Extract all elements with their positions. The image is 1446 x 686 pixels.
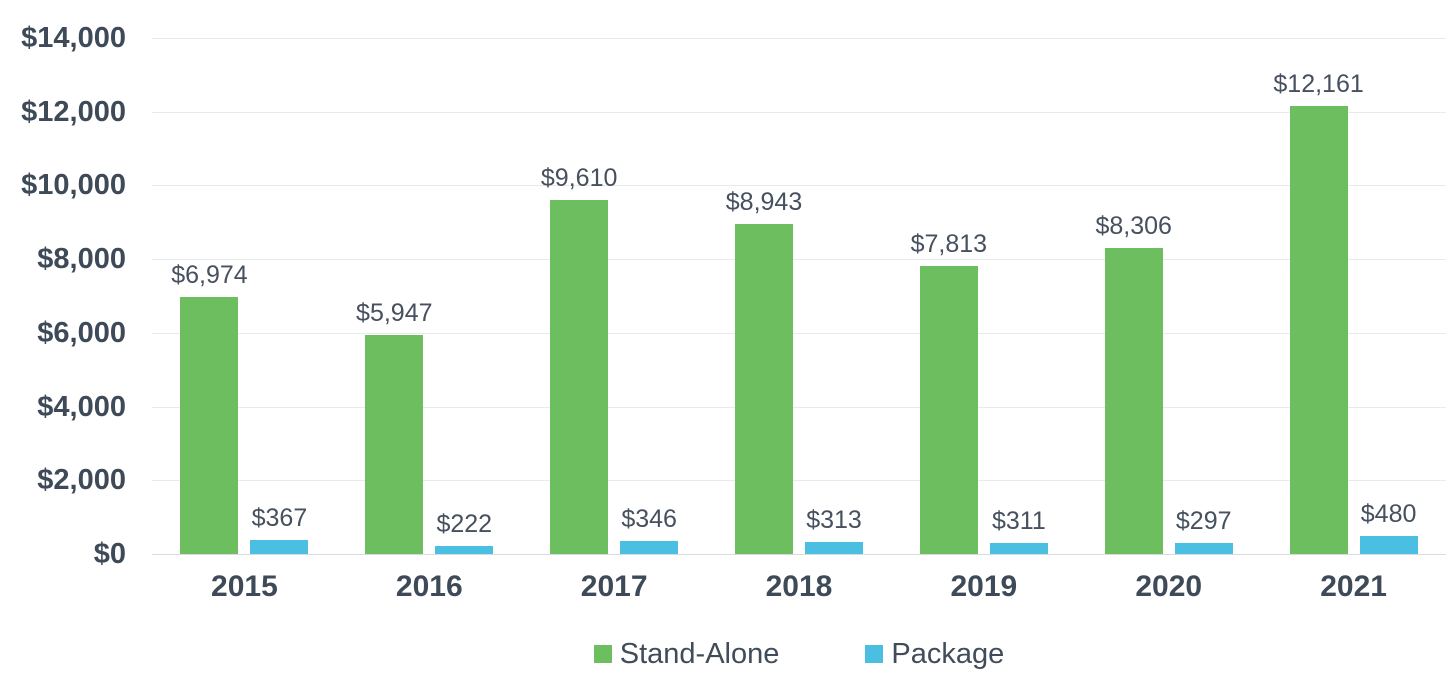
bar-value-label: $5,947 [356, 298, 433, 327]
bar-value-label: $480 [1360, 500, 1417, 529]
y-axis-tick-label: $0 [93, 538, 126, 570]
category-group: $12,161 $480 [1261, 38, 1446, 554]
bar-wrap-package: $311 [989, 38, 1048, 554]
category-group: $8,306 $297 [1076, 38, 1261, 554]
bar-value-label: $7,813 [910, 230, 988, 259]
x-axis-labels: 2015 2016 2017 2018 2019 2020 2021 [152, 568, 1446, 606]
gridline [152, 406, 1446, 408]
x-axis-label: 2015 [211, 570, 278, 603]
bar-package [250, 540, 309, 554]
bar-wrap-package: $297 [1174, 38, 1233, 554]
bar-wrap-package: $346 [620, 38, 679, 554]
bar-value-label: $8,306 [1095, 211, 1172, 240]
x-axis-label: 2020 [1135, 570, 1203, 603]
y-axis-tick-label: $12,000 [21, 95, 126, 128]
bar-package [805, 542, 863, 554]
bar-wrap-stand-alone: $9,610 [541, 38, 617, 554]
y-axis-tick-label: $10,000 [21, 169, 126, 202]
legend-label: Stand-Alone [619, 638, 780, 670]
bar-package [620, 541, 679, 554]
legend-label: Package [891, 638, 1005, 670]
category-group: $9,610 $346 [522, 38, 707, 554]
bar-stand-alone [735, 224, 793, 554]
category-group: $8,943 $313 [707, 38, 892, 554]
bar-stand-alone [919, 266, 978, 554]
legend: Stand-Alone Package [152, 634, 1446, 674]
bar-value-label: $9,610 [540, 163, 618, 192]
category-group: $7,813 $311 [891, 38, 1076, 554]
gridline [152, 332, 1446, 334]
bar-stand-alone [550, 199, 609, 554]
bar-wrap-package: $222 [435, 38, 494, 554]
bar-wrap-stand-alone: $6,974 [171, 38, 248, 554]
bar-value-label: $222 [436, 509, 493, 538]
legend-swatch-package [865, 645, 884, 663]
bar-value-label: $6,974 [171, 260, 248, 289]
legend-item-package: Package [865, 636, 1004, 672]
legend-swatch-stand-alone [593, 645, 612, 663]
plot-area: $6,974 $367 $5,947 $222 $9,610 $346 $8,943 $313… [152, 38, 1446, 555]
x-axis-label: 2019 [950, 570, 1018, 603]
x-axis-label: 2018 [765, 570, 833, 603]
bar-package [989, 542, 1048, 554]
bar-wrap-stand-alone: $8,306 [1095, 38, 1172, 554]
bar-value-label: $313 [806, 506, 862, 535]
legend-item-stand-alone: Stand-Alone [593, 636, 780, 672]
bar-package [1359, 536, 1418, 554]
gridline [152, 259, 1446, 261]
y-axis-tick-label: $14,000 [21, 22, 126, 54]
gridline [152, 480, 1446, 482]
bar-wrap-stand-alone: $8,943 [726, 38, 802, 554]
x-axis-label: 2021 [1320, 570, 1387, 603]
category-group: $5,947 $222 [337, 38, 522, 554]
bar-stand-alone [1104, 247, 1163, 554]
bar-value-label: $367 [251, 504, 308, 533]
y-axis-tick-label: $6,000 [37, 316, 126, 349]
y-axis-tick-label: $8,000 [37, 243, 126, 276]
y-axis-tick-label: $4,000 [37, 390, 126, 423]
bars-row: $6,974 $367 $5,947 $222 $9,610 $346 $8,943 $313… [152, 38, 1446, 554]
bar-wrap-package: $367 [250, 38, 309, 554]
y-axis-tick-label: $2,000 [37, 464, 126, 497]
bar-package [435, 545, 494, 554]
bar-stand-alone [365, 334, 424, 554]
bar-wrap-package: $480 [1359, 38, 1418, 554]
bar-value-label: $346 [621, 505, 677, 534]
bar-stand-alone [1289, 105, 1348, 554]
gridline [152, 38, 1446, 39]
bar-wrap-stand-alone: $7,813 [911, 38, 987, 554]
x-axis-label: 2016 [395, 570, 463, 603]
bar-value-label: $8,943 [725, 188, 803, 217]
x-axis-label: 2017 [580, 570, 648, 603]
bar-package [1174, 543, 1233, 554]
bar-value-label: $311 [991, 506, 1046, 535]
bar-value-label: $297 [1175, 507, 1232, 536]
gridline [152, 185, 1446, 187]
bar-wrap-stand-alone: $5,947 [356, 38, 433, 554]
bar-stand-alone [180, 296, 239, 554]
bar-wrap-stand-alone: $12,161 [1273, 38, 1364, 554]
x-axis-line [152, 554, 1446, 555]
bar-wrap-package: $313 [805, 38, 863, 554]
gridline [152, 111, 1446, 113]
category-group: $6,974 $367 [152, 38, 337, 554]
bar-value-label: $12,161 [1273, 69, 1364, 98]
